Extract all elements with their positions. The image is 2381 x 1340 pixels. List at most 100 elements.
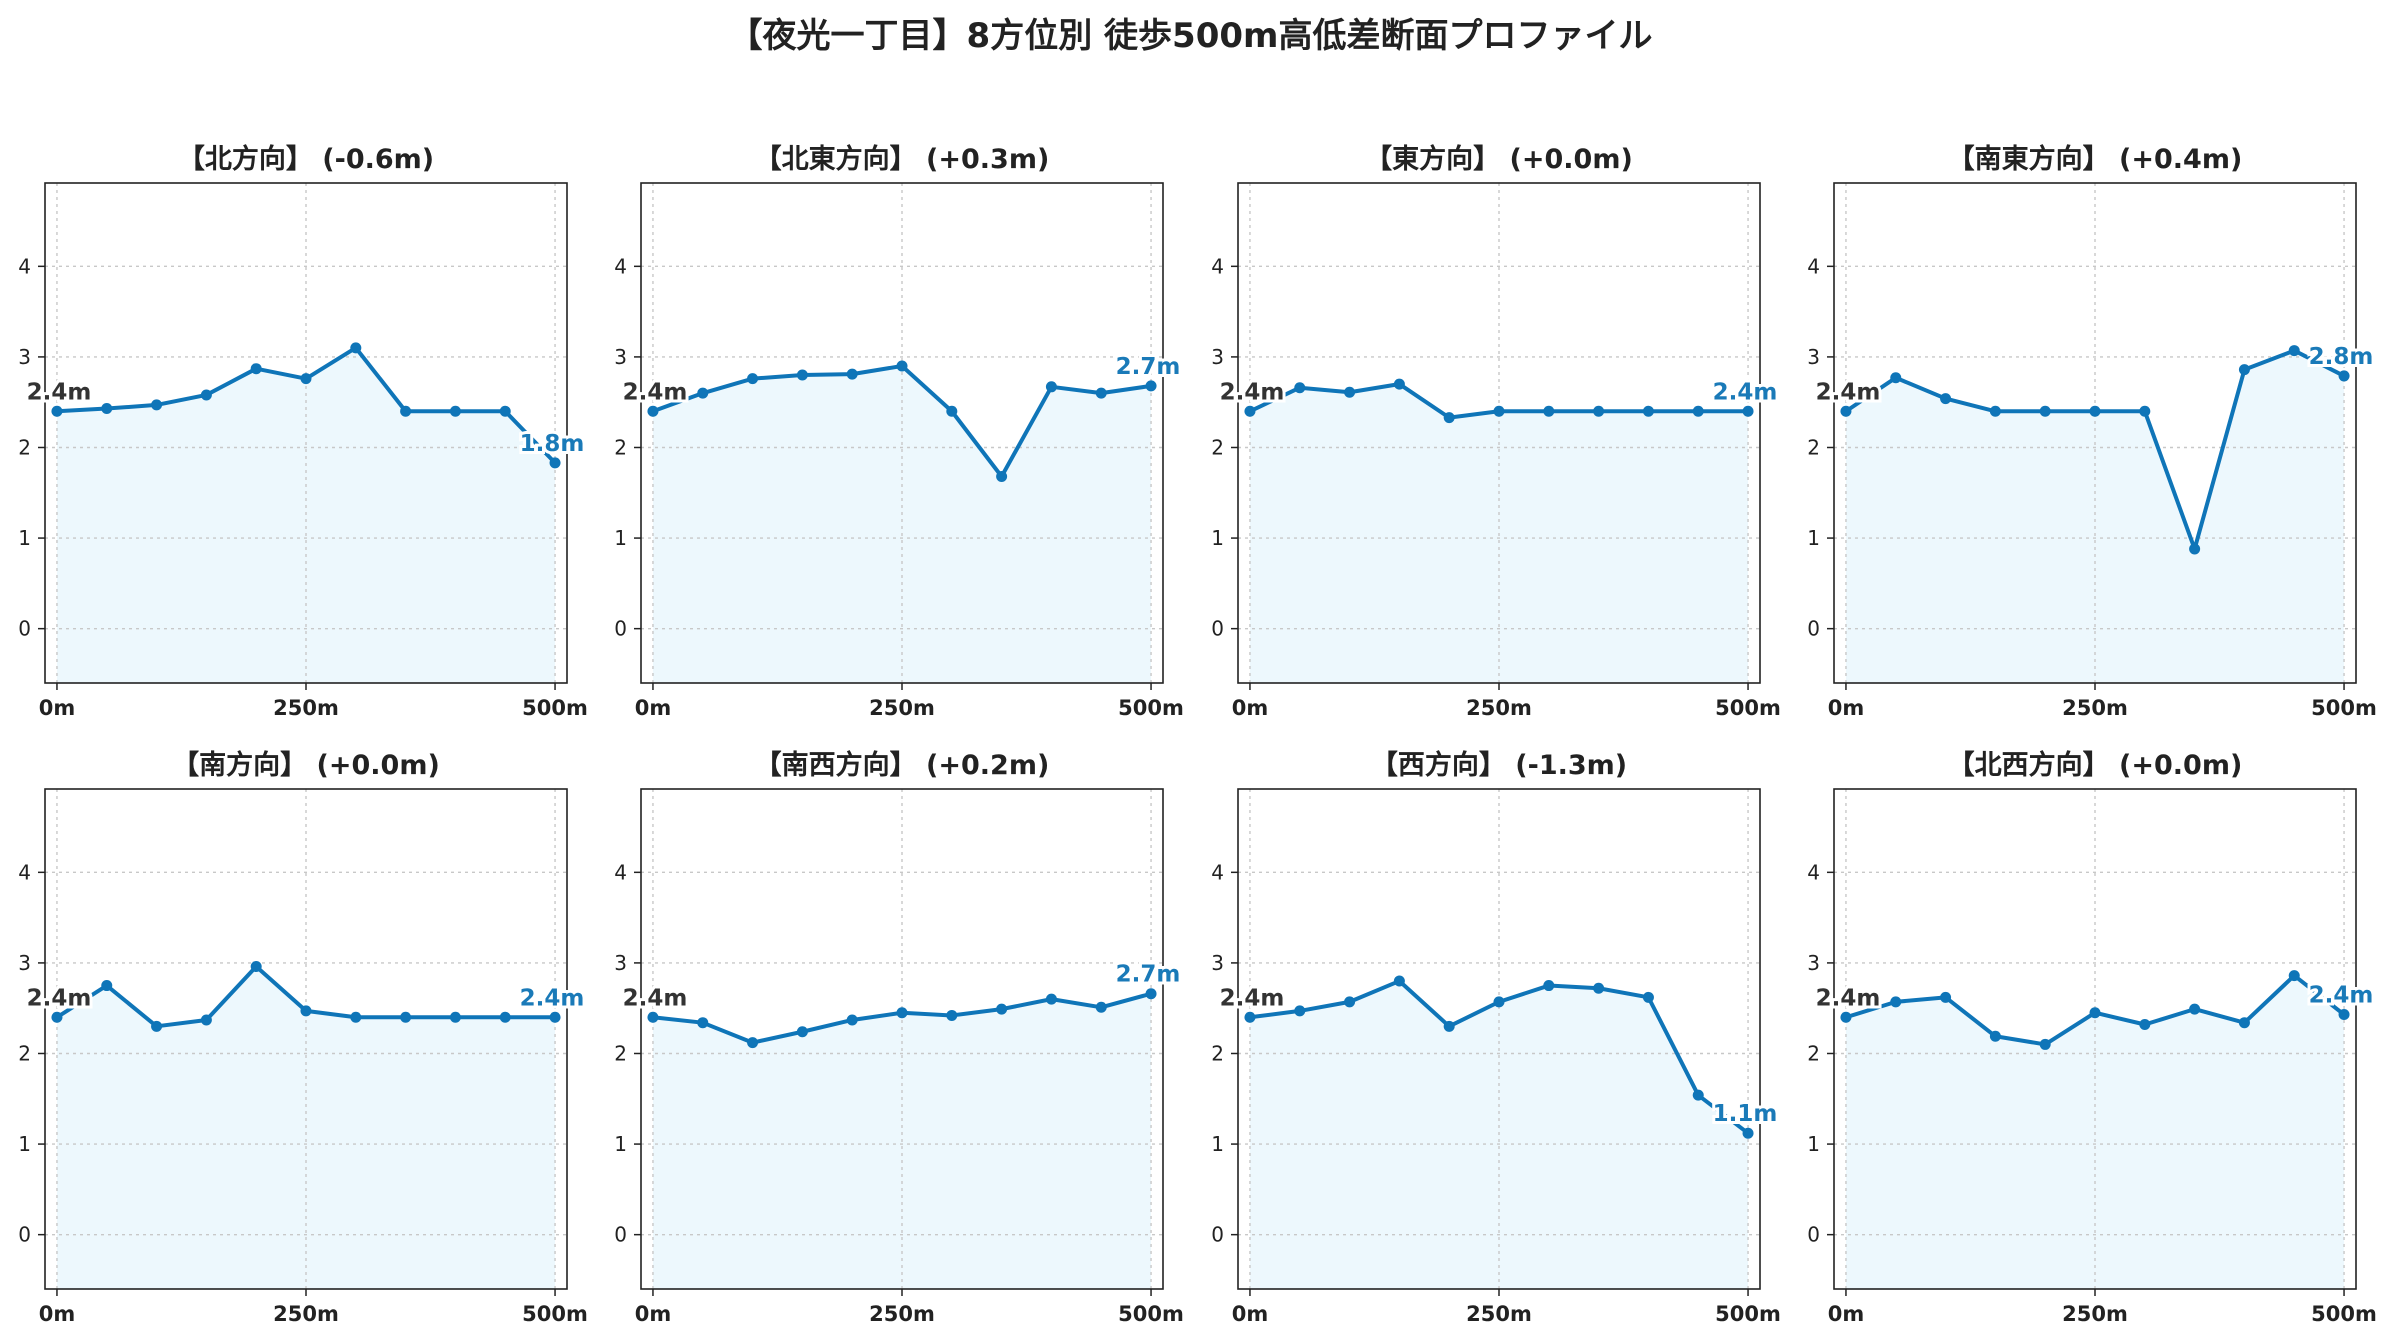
figure-title: 【夜光一丁目】8方位別 徒歩500m高低差断面プロファイル [728,16,1653,56]
profile-point [796,1026,808,1038]
profile-chart-3: 【東方向】 (+0.0m) 0m 250m 500m 0 1 2 3 4 2.4m 2.4m [1211,143,1781,720]
profile-point [896,360,908,372]
y-tick-label: 4 [18,254,31,278]
x-tick-label: 250m [2062,1302,2128,1326]
y-tick-label: 4 [1211,254,1224,278]
profile-point [647,1011,659,1023]
profile-point [2288,345,2300,357]
x-tick-label: 500m [522,1302,588,1326]
y-tick-label: 3 [614,345,627,369]
start-elevation-label: 2.4m [1220,379,1285,405]
x-tick-label: 500m [1118,1302,1184,1326]
y-tick-label: 0 [614,617,627,641]
profile-point [1045,381,1057,393]
profile-point [300,373,312,385]
y-tick-label: 1 [1807,526,1820,550]
x-tick-label: 0m [635,696,672,720]
y-tick-label: 2 [18,435,31,459]
profile-chart-4: 【南東方向】 (+0.4m) 0m 250m 500m 0 1 2 3 4 2.4m 2.8m [1807,143,2377,720]
profile-point [300,1005,312,1017]
subplot-title: 【東方向】 (+0.0m) [1365,143,1633,175]
profile-point [1145,380,1157,392]
profile-chart-7: 【西方向】 (-1.3m) 0m 250m 500m 0 1 2 3 4 2.4m 1.1m [1211,749,1781,1326]
profile-point [1940,991,1952,1003]
subplot-title: 【北西方向】 (+0.0m) [1948,749,2243,781]
y-tick-label: 1 [18,1132,31,1156]
y-tick-label: 2 [614,1041,627,1065]
profile-point [2338,370,2350,382]
y-tick-label: 3 [1807,345,1820,369]
profile-point [1344,386,1356,398]
end-elevation-label: 2.4m [1713,379,1778,405]
y-tick-label: 4 [614,860,627,884]
y-tick-label: 1 [18,526,31,550]
x-tick-label: 0m [1232,1302,1269,1326]
end-elevation-label: 2.4m [2309,983,2374,1009]
profile-point [350,342,362,354]
profile-point [151,399,163,411]
subplot-title: 【南西方向】 (+0.2m) [755,749,1050,781]
end-elevation-label: 2.8m [2309,344,2374,370]
profile-point [1145,988,1157,1000]
subplot-title: 【北方向】 (-0.6m) [178,143,434,175]
subplot-title: 【北東方向】 (+0.3m) [755,143,1050,175]
y-tick-label: 2 [18,1041,31,1065]
y-tick-label: 3 [1211,345,1224,369]
profile-point [1095,1001,1107,1013]
profile-point [549,1011,561,1023]
y-tick-label: 1 [614,526,627,550]
subplot-title: 【西方向】 (-1.3m) [1371,749,1627,781]
y-tick-label: 1 [1807,1132,1820,1156]
profile-point [1940,393,1952,405]
profile-point [2039,405,2051,417]
x-tick-label: 0m [1232,696,1269,720]
y-tick-label: 2 [614,435,627,459]
y-tick-label: 2 [1211,1041,1224,1065]
y-tick-label: 0 [18,1223,31,1247]
profile-point [2288,970,2300,982]
y-tick-label: 0 [1807,1223,1820,1247]
profile-point [2089,1007,2101,1019]
subplot-title: 【南東方向】 (+0.4m) [1948,143,2243,175]
profile-point [1294,382,1306,394]
profile-point [697,387,709,399]
profile-point [2139,405,2151,417]
start-elevation-label: 2.4m [1816,985,1881,1011]
profile-point [200,1014,212,1026]
y-tick-label: 3 [18,345,31,369]
start-elevation-label: 2.4m [27,379,92,405]
profile-point [2238,364,2250,376]
profile-point [1742,405,1754,417]
profile-point [697,1017,709,1029]
profile-point [499,405,511,417]
y-tick-label: 0 [1211,1223,1224,1247]
profile-point [1244,1011,1256,1023]
profile-point [946,1009,958,1021]
x-tick-label: 500m [2311,696,2377,720]
profile-point [499,1011,511,1023]
y-tick-label: 0 [18,617,31,641]
y-tick-label: 0 [1211,617,1224,641]
end-elevation-label: 2.7m [1116,354,1181,380]
profile-point [2039,1038,2051,1050]
profile-point [1890,372,1902,384]
profile-point [1045,993,1057,1005]
y-tick-label: 2 [1807,1041,1820,1065]
x-tick-label: 500m [2311,1302,2377,1326]
profile-point [1593,405,1605,417]
profile-point [1493,405,1505,417]
end-elevation-label: 2.7m [1116,962,1181,988]
profile-point [1642,991,1654,1003]
x-tick-label: 500m [1715,696,1781,720]
profile-point [996,1003,1008,1015]
x-tick-label: 250m [1466,696,1532,720]
x-tick-label: 500m [522,696,588,720]
profile-point [996,470,1008,482]
x-tick-label: 250m [869,1302,935,1326]
profile-point [1890,996,1902,1008]
start-elevation-label: 2.4m [27,985,92,1011]
profile-point [1742,1127,1754,1139]
x-tick-label: 0m [39,696,76,720]
profile-point [647,405,659,417]
